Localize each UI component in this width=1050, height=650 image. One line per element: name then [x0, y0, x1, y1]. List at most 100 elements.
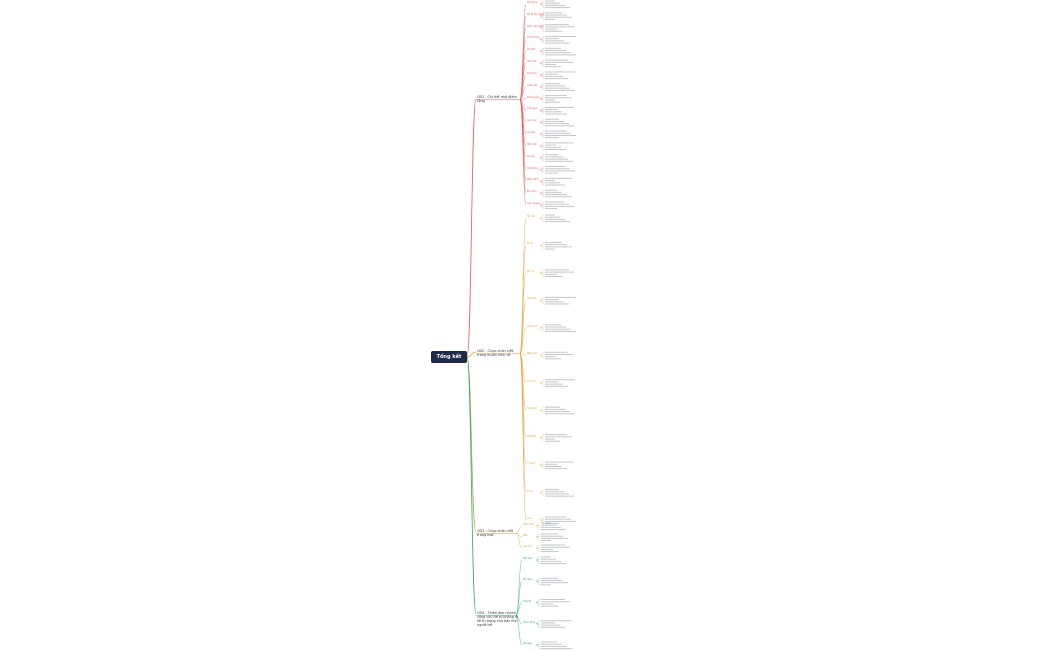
child-node[interactable]: Không gian: [527, 95, 540, 99]
leaf-text-line: [545, 61, 573, 63]
leaf-text-line: [545, 111, 562, 113]
leaf-connector: [539, 121, 545, 123]
child-connector: [515, 525, 523, 534]
leaf-text-line: [545, 142, 573, 144]
child-node[interactable]: Cảnh vật: [527, 83, 537, 87]
child-node[interactable]: Hiểu khái: [523, 523, 534, 526]
leaf-text-line: [541, 601, 570, 603]
leaf-text-line: [545, 465, 562, 467]
leaf-connector: [539, 110, 545, 115]
leaf-connector: [535, 601, 541, 603]
leaf-text-line: [545, 493, 569, 495]
child-node[interactable]: Hành động: [523, 620, 535, 624]
leaf-text-line: [545, 0, 555, 2]
branch-label[interactable]: CĐ4 - Thiên đạo nhanh công cửu để tự khẳ…: [477, 611, 519, 627]
child-node[interactable]: Nội dung: [527, 1, 537, 4]
leaf-connector: [539, 381, 545, 383]
child-node[interactable]: Nhận xét: [527, 352, 537, 356]
leaf-text-line: [541, 522, 551, 524]
leaf-text-line: [545, 24, 569, 26]
leaf-connector: [539, 157, 545, 162]
leaf-text-line: [545, 52, 571, 54]
child-node[interactable]: Mô tả: [527, 242, 534, 246]
child-node[interactable]: Ghi nhớ: [523, 545, 532, 548]
leaf-text-line: [545, 95, 567, 97]
child-connector: [519, 3, 527, 100]
leaf-text-line: [545, 83, 560, 85]
child-node[interactable]: Mẫu: [523, 534, 528, 537]
child-connector: [515, 615, 523, 646]
child-node[interactable]: Lưu ý: [527, 517, 533, 520]
leaf-text-line: [541, 603, 553, 605]
branch-label[interactable]: CĐ2 - Chụp chân viết trang muôn hình vẻ: [477, 349, 514, 357]
leaf-text-line: [545, 296, 576, 298]
child-node[interactable]: Bối cảnh: [527, 190, 537, 194]
child-node[interactable]: Câu chuyện: [527, 202, 540, 205]
branch-label[interactable]: CĐ1 - Chi tiết nhỏ điểm rộng: [477, 95, 517, 103]
leaf-text-line: [545, 468, 567, 470]
child-node[interactable]: Cấu trúc: [527, 297, 537, 301]
child-node[interactable]: Thời gian: [527, 107, 538, 111]
leaf-connector: [539, 145, 545, 150]
leaf-text-line: [545, 379, 575, 381]
leaf-text-line: [541, 624, 560, 626]
leaf-text-line: [545, 146, 561, 148]
child-node[interactable]: Câu mở: [527, 379, 536, 383]
leaf-connector: [539, 133, 545, 138]
leaf-connector: [539, 272, 545, 277]
child-node[interactable]: Số liệu: [527, 154, 535, 158]
leaf-connector: [535, 644, 541, 649]
child-node[interactable]: Thân bài: [527, 407, 537, 411]
leaf-connector: [539, 144, 545, 147]
leaf-connector: [539, 38, 545, 40]
leaf-connector: [539, 492, 545, 497]
leaf-text-line: [545, 518, 571, 520]
child-node[interactable]: Kỹ năng: [523, 578, 532, 582]
leaf-connector: [539, 62, 545, 64]
leaf-connector: [539, 244, 545, 246]
child-node[interactable]: Phân tích: [527, 324, 538, 328]
child-node[interactable]: Chi tiết: [527, 48, 535, 52]
leaf-text-line: [545, 182, 560, 184]
leaf-text-line: [545, 413, 575, 415]
leaf-text-line: [541, 529, 566, 531]
leaf-text-line: [545, 170, 575, 172]
child-node[interactable]: Ý nghĩa: [527, 462, 536, 466]
leaf-text-line: [541, 626, 565, 628]
child-node[interactable]: Nhận định: [527, 178, 539, 182]
child-node[interactable]: Tên bài: [527, 215, 535, 218]
child-node[interactable]: Mục tiêu: [523, 557, 533, 560]
child-node[interactable]: Cảm xúc: [527, 119, 537, 123]
child-node[interactable]: Tình huống: [527, 36, 540, 40]
child-node[interactable]: Mô tả đối tượng: [527, 12, 545, 16]
leaf-connector: [539, 3, 545, 5]
branch-label[interactable]: CĐ3 - Chụp chân viết trang hoa: [477, 529, 514, 537]
leaf-connector: [539, 193, 545, 197]
child-node[interactable]: Hình ảnh: [527, 142, 537, 146]
leaf-text-line: [545, 385, 568, 387]
leaf-text-line: [545, 276, 562, 278]
leaf-text-line: [545, 2, 560, 4]
child-node[interactable]: Sự kiện: [527, 131, 536, 135]
leaf-text-line: [541, 524, 556, 526]
child-node[interactable]: Hoạt động: [527, 166, 539, 170]
child-node[interactable]: Hình ảnh: [527, 60, 537, 64]
leaf-text-line: [545, 246, 572, 248]
leaf-text-line: [545, 87, 570, 89]
child-node[interactable]: Nhân vật chính: [527, 24, 544, 28]
leaf-connector: [539, 74, 545, 76]
leaf-text-line: [541, 577, 558, 579]
child-node[interactable]: Ví dụ: [527, 489, 533, 493]
leaf-text-line: [541, 540, 551, 542]
leaf-connector: [535, 623, 541, 628]
child-node[interactable]: Thông tin: [527, 71, 538, 75]
child-node[interactable]: Thái độ: [523, 599, 532, 603]
leaf-text-line: [545, 49, 566, 51]
child-node[interactable]: Kết luận: [527, 434, 537, 438]
child-node[interactable]: Kết quả: [523, 642, 532, 645]
child-node[interactable]: Bố cục: [527, 269, 535, 273]
leaf-connector: [535, 581, 541, 585]
leaf-text-line: [545, 12, 562, 14]
root-node[interactable]: Tổng kết T11: [431, 351, 467, 372]
leaf-text-line: [541, 622, 555, 624]
